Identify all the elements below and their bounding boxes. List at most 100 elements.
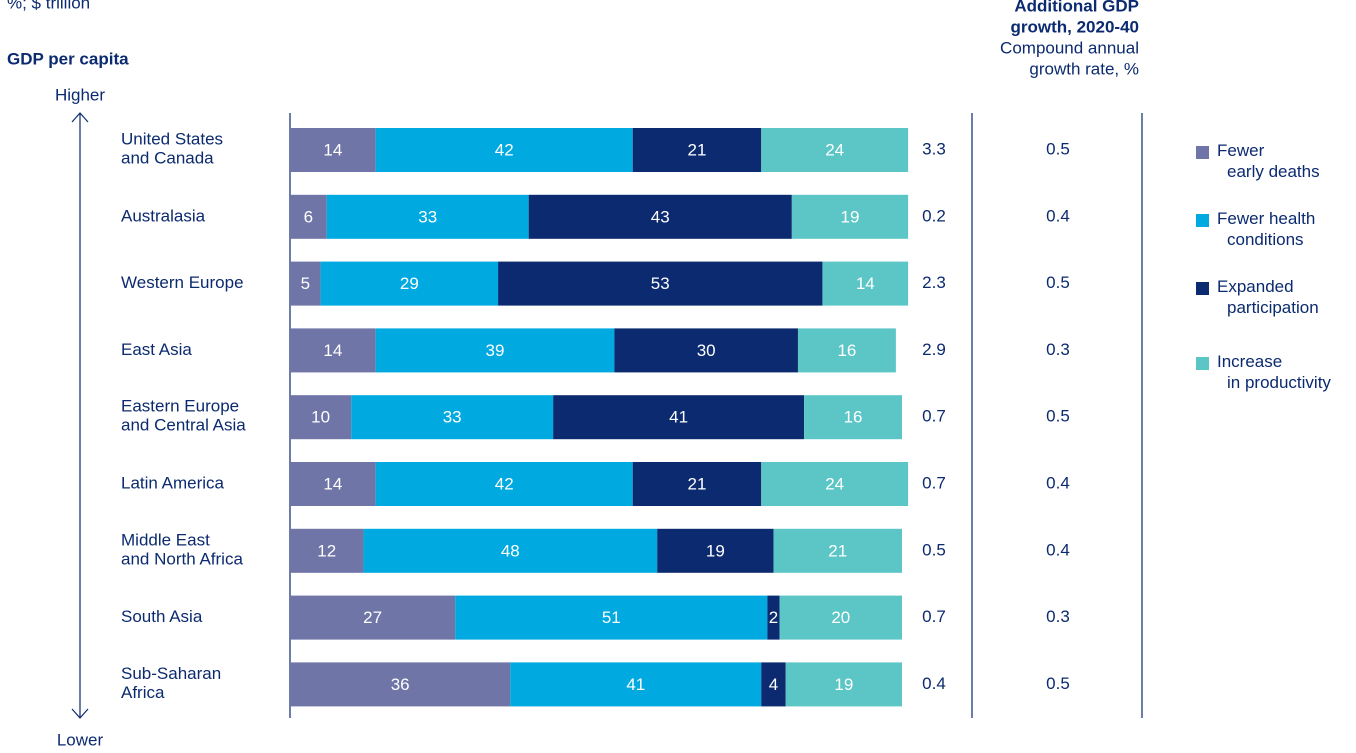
segment-label: 12 xyxy=(317,541,336,560)
segment-label: 53 xyxy=(651,274,670,293)
bar-segment xyxy=(290,462,376,506)
segment-label: 41 xyxy=(626,675,645,694)
bar-segment xyxy=(657,528,774,573)
bar-segment xyxy=(290,194,327,239)
bar-segment xyxy=(290,128,376,172)
segment-label: 16 xyxy=(844,408,863,427)
segment-label: 21 xyxy=(828,541,847,560)
bar-segment xyxy=(767,595,780,640)
bar-segment xyxy=(510,662,762,707)
segment-label: 14 xyxy=(856,274,875,293)
total-label: 0.5 xyxy=(922,540,946,559)
subtitle: %; $ trillion xyxy=(7,0,90,12)
total-label: 0.2 xyxy=(922,206,946,225)
legend-label: Fewer early deaths xyxy=(1217,141,1320,181)
bar-segment xyxy=(553,395,805,440)
category-label: East Asia xyxy=(121,340,192,359)
bar-segment xyxy=(791,194,909,239)
bar-segment xyxy=(290,595,456,640)
gdp-axis-arrow xyxy=(71,112,89,719)
total-label: 0.7 xyxy=(922,473,946,492)
legend-swatch xyxy=(1196,214,1209,227)
segment-label: 24 xyxy=(825,140,844,159)
bar-segment xyxy=(804,395,902,440)
category-label: South Asia xyxy=(121,607,203,626)
segment-label: 33 xyxy=(443,408,462,427)
segment-label: 5 xyxy=(301,274,310,293)
bar-segment xyxy=(290,528,364,573)
segment-label: 19 xyxy=(841,207,860,226)
segment-label: 39 xyxy=(486,341,505,360)
total-label: 2.3 xyxy=(922,273,946,292)
segment-label: 19 xyxy=(706,541,725,560)
bar-segment xyxy=(290,662,511,707)
category-label: Latin America xyxy=(121,473,225,492)
bar-segment xyxy=(375,128,633,172)
segment-label: 51 xyxy=(602,608,621,627)
segment-label: 27 xyxy=(363,608,382,627)
segment-label: 24 xyxy=(825,474,844,493)
bar-segment xyxy=(363,528,658,573)
bar-segment xyxy=(761,462,909,506)
axis-bottom-label: Lower xyxy=(57,730,104,749)
category-label: Sub-Saharan Africa xyxy=(121,664,221,702)
chart-title: GDP per capita xyxy=(7,49,129,68)
bar-segment xyxy=(320,261,499,306)
total-label: 0.7 xyxy=(922,407,946,426)
segment-label: 14 xyxy=(323,341,342,360)
growth-label: 0.4 xyxy=(1046,540,1070,559)
segment-label: 21 xyxy=(688,140,707,159)
bar-segment xyxy=(290,395,352,440)
bar-segment xyxy=(614,328,798,373)
segment-label: 4 xyxy=(769,675,778,694)
segment-label: 2 xyxy=(769,608,778,627)
total-label: 3.3 xyxy=(922,139,946,158)
column-subtitle: Compound annual growth rate, % xyxy=(1000,39,1139,79)
segment-label: 33 xyxy=(418,207,437,226)
legend-label: Fewer health conditions xyxy=(1217,209,1315,249)
total-label: 2.9 xyxy=(922,340,946,359)
category-label: Western Europe xyxy=(121,273,244,292)
growth-label: 0.5 xyxy=(1046,407,1070,426)
segment-label: 14 xyxy=(323,140,342,159)
growth-label: 0.3 xyxy=(1046,340,1070,359)
legend-label: Increase in productivity xyxy=(1217,352,1331,392)
segment-label: 42 xyxy=(495,140,514,159)
bar-segment xyxy=(375,328,615,373)
segment-label: 19 xyxy=(834,675,853,694)
bar-segment xyxy=(290,261,321,306)
bar-segment xyxy=(773,528,902,573)
segment-label: 41 xyxy=(669,408,688,427)
growth-label: 0.4 xyxy=(1046,206,1070,225)
category-label: Eastern Europe and Central Asia xyxy=(121,397,246,435)
axis-top-label: Higher xyxy=(55,85,105,104)
segment-label: 42 xyxy=(495,474,514,493)
total-label: 0.7 xyxy=(922,607,946,626)
segment-label: 20 xyxy=(831,608,850,627)
legend-swatch xyxy=(1196,282,1209,295)
segment-label: 29 xyxy=(400,274,419,293)
bar-segment xyxy=(797,328,896,373)
growth-label: 0.4 xyxy=(1046,473,1070,492)
total-label: 0.4 xyxy=(922,674,946,693)
segment-label: 36 xyxy=(391,675,410,694)
bar-segment xyxy=(822,261,909,306)
segment-label: 21 xyxy=(688,474,707,493)
growth-label: 0.5 xyxy=(1046,674,1070,693)
bar-segment xyxy=(375,462,633,506)
bar-segment xyxy=(761,662,786,707)
category-label: Australasia xyxy=(121,206,206,225)
growth-label: 0.5 xyxy=(1046,273,1070,292)
category-label: United States and Canada xyxy=(121,130,223,168)
bar-segment xyxy=(632,128,762,172)
segment-label: 43 xyxy=(651,207,670,226)
category-label: Middle East and North Africa xyxy=(121,531,243,569)
segment-label: 10 xyxy=(311,408,330,427)
legend-swatch xyxy=(1196,357,1209,370)
bar-segment xyxy=(351,395,554,440)
bar-segment xyxy=(498,261,823,306)
bar-segment xyxy=(326,194,529,239)
bar-segment xyxy=(779,595,902,640)
bar-segment xyxy=(455,595,768,640)
